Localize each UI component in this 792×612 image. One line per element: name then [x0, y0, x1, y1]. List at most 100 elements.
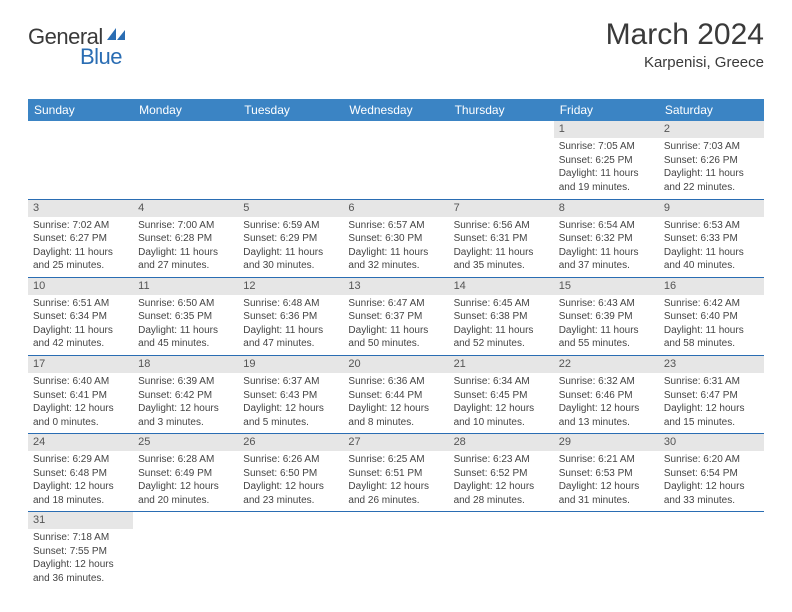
sunrise-text: Sunrise: 6:29 AM	[33, 453, 128, 467]
sunset-text: Sunset: 6:25 PM	[559, 154, 654, 168]
day-number: 11	[133, 278, 238, 295]
day-number: 14	[449, 278, 554, 295]
calendar-day-cell	[659, 512, 764, 590]
daylight-text: Daylight: 11 hours and 55 minutes.	[559, 324, 654, 351]
day-info: Sunrise: 6:48 AMSunset: 6:36 PMDaylight:…	[238, 295, 343, 355]
daylight-text: Daylight: 12 hours and 23 minutes.	[243, 480, 338, 507]
calendar-day-cell	[238, 121, 343, 199]
sunset-text: Sunset: 6:52 PM	[454, 467, 549, 481]
day-info: Sunrise: 6:57 AMSunset: 6:30 PMDaylight:…	[343, 217, 448, 277]
calendar-day-cell: 15Sunrise: 6:43 AMSunset: 6:39 PMDayligh…	[554, 277, 659, 355]
day-number	[238, 512, 343, 516]
daylight-text: Daylight: 11 hours and 58 minutes.	[664, 324, 759, 351]
daylight-text: Daylight: 12 hours and 15 minutes.	[664, 402, 759, 429]
day-info: Sunrise: 7:03 AMSunset: 6:26 PMDaylight:…	[659, 138, 764, 198]
sunset-text: Sunset: 6:32 PM	[559, 232, 654, 246]
day-number	[343, 121, 448, 125]
day-info: Sunrise: 6:20 AMSunset: 6:54 PMDaylight:…	[659, 451, 764, 511]
calendar-day-cell: 25Sunrise: 6:28 AMSunset: 6:49 PMDayligh…	[133, 434, 238, 512]
calendar-day-cell	[449, 512, 554, 590]
day-info: Sunrise: 6:21 AMSunset: 6:53 PMDaylight:…	[554, 451, 659, 511]
day-number: 20	[343, 356, 448, 373]
sunset-text: Sunset: 6:30 PM	[348, 232, 443, 246]
sunset-text: Sunset: 6:37 PM	[348, 310, 443, 324]
calendar-day-cell: 27Sunrise: 6:25 AMSunset: 6:51 PMDayligh…	[343, 434, 448, 512]
sunrise-text: Sunrise: 7:00 AM	[138, 219, 233, 233]
sunset-text: Sunset: 6:44 PM	[348, 389, 443, 403]
day-info: Sunrise: 7:02 AMSunset: 6:27 PMDaylight:…	[28, 217, 133, 277]
daylight-text: Daylight: 12 hours and 33 minutes.	[664, 480, 759, 507]
day-number: 31	[28, 512, 133, 529]
sunrise-text: Sunrise: 7:03 AM	[664, 140, 759, 154]
calendar-week-row: 24Sunrise: 6:29 AMSunset: 6:48 PMDayligh…	[28, 434, 764, 512]
daylight-text: Daylight: 11 hours and 30 minutes.	[243, 246, 338, 273]
day-info: Sunrise: 6:43 AMSunset: 6:39 PMDaylight:…	[554, 295, 659, 355]
daylight-text: Daylight: 12 hours and 0 minutes.	[33, 402, 128, 429]
day-number: 15	[554, 278, 659, 295]
day-number: 10	[28, 278, 133, 295]
daylight-text: Daylight: 11 hours and 37 minutes.	[559, 246, 654, 273]
calendar-day-cell: 20Sunrise: 6:36 AMSunset: 6:44 PMDayligh…	[343, 355, 448, 433]
day-number: 23	[659, 356, 764, 373]
daylight-text: Daylight: 11 hours and 47 minutes.	[243, 324, 338, 351]
daylight-text: Daylight: 12 hours and 3 minutes.	[138, 402, 233, 429]
sunrise-text: Sunrise: 6:23 AM	[454, 453, 549, 467]
day-number	[133, 512, 238, 516]
sunset-text: Sunset: 6:48 PM	[33, 467, 128, 481]
sunset-text: Sunset: 6:45 PM	[454, 389, 549, 403]
sunset-text: Sunset: 6:43 PM	[243, 389, 338, 403]
day-number: 3	[28, 200, 133, 217]
calendar-day-cell	[28, 121, 133, 199]
sunrise-text: Sunrise: 6:56 AM	[454, 219, 549, 233]
sunset-text: Sunset: 6:46 PM	[559, 389, 654, 403]
day-info: Sunrise: 6:40 AMSunset: 6:41 PMDaylight:…	[28, 373, 133, 433]
col-header: Saturday	[659, 99, 764, 121]
sunset-text: Sunset: 6:38 PM	[454, 310, 549, 324]
day-number	[659, 512, 764, 516]
day-number: 8	[554, 200, 659, 217]
sunset-text: Sunset: 6:35 PM	[138, 310, 233, 324]
sunrise-text: Sunrise: 6:48 AM	[243, 297, 338, 311]
calendar-day-cell	[343, 121, 448, 199]
sunrise-text: Sunrise: 6:31 AM	[664, 375, 759, 389]
sunrise-text: Sunrise: 6:43 AM	[559, 297, 654, 311]
day-info: Sunrise: 7:00 AMSunset: 6:28 PMDaylight:…	[133, 217, 238, 277]
sunrise-text: Sunrise: 6:39 AM	[138, 375, 233, 389]
calendar-day-cell: 14Sunrise: 6:45 AMSunset: 6:38 PMDayligh…	[449, 277, 554, 355]
calendar-day-cell: 4Sunrise: 7:00 AMSunset: 6:28 PMDaylight…	[133, 199, 238, 277]
calendar-day-cell: 19Sunrise: 6:37 AMSunset: 6:43 PMDayligh…	[238, 355, 343, 433]
day-number: 26	[238, 434, 343, 451]
calendar-week-row: 31Sunrise: 7:18 AMSunset: 7:55 PMDayligh…	[28, 512, 764, 590]
daylight-text: Daylight: 12 hours and 13 minutes.	[559, 402, 654, 429]
day-number: 29	[554, 434, 659, 451]
calendar-day-cell: 17Sunrise: 6:40 AMSunset: 6:41 PMDayligh…	[28, 355, 133, 433]
calendar-week-row: 1Sunrise: 7:05 AMSunset: 6:25 PMDaylight…	[28, 121, 764, 199]
sunrise-text: Sunrise: 6:37 AM	[243, 375, 338, 389]
day-info: Sunrise: 6:36 AMSunset: 6:44 PMDaylight:…	[343, 373, 448, 433]
calendar-day-cell: 1Sunrise: 7:05 AMSunset: 6:25 PMDaylight…	[554, 121, 659, 199]
daylight-text: Daylight: 11 hours and 27 minutes.	[138, 246, 233, 273]
day-number: 16	[659, 278, 764, 295]
calendar-day-cell: 16Sunrise: 6:42 AMSunset: 6:40 PMDayligh…	[659, 277, 764, 355]
sunset-text: Sunset: 6:53 PM	[559, 467, 654, 481]
calendar-day-cell: 6Sunrise: 6:57 AMSunset: 6:30 PMDaylight…	[343, 199, 448, 277]
day-info: Sunrise: 6:53 AMSunset: 6:33 PMDaylight:…	[659, 217, 764, 277]
col-header: Wednesday	[343, 99, 448, 121]
day-number: 12	[238, 278, 343, 295]
sunset-text: Sunset: 6:36 PM	[243, 310, 338, 324]
day-info: Sunrise: 6:47 AMSunset: 6:37 PMDaylight:…	[343, 295, 448, 355]
calendar-day-cell: 5Sunrise: 6:59 AMSunset: 6:29 PMDaylight…	[238, 199, 343, 277]
daylight-text: Daylight: 11 hours and 32 minutes.	[348, 246, 443, 273]
calendar-day-cell: 26Sunrise: 6:26 AMSunset: 6:50 PMDayligh…	[238, 434, 343, 512]
day-info: Sunrise: 6:45 AMSunset: 6:38 PMDaylight:…	[449, 295, 554, 355]
daylight-text: Daylight: 11 hours and 42 minutes.	[33, 324, 128, 351]
title-block: March 2024 Karpenisi, Greece	[606, 18, 764, 71]
calendar-day-cell: 31Sunrise: 7:18 AMSunset: 7:55 PMDayligh…	[28, 512, 133, 590]
day-number: 6	[343, 200, 448, 217]
daylight-text: Daylight: 12 hours and 36 minutes.	[33, 558, 128, 585]
day-info: Sunrise: 6:59 AMSunset: 6:29 PMDaylight:…	[238, 217, 343, 277]
calendar-day-cell	[554, 512, 659, 590]
daylight-text: Daylight: 12 hours and 10 minutes.	[454, 402, 549, 429]
sunset-text: Sunset: 6:27 PM	[33, 232, 128, 246]
day-number	[449, 512, 554, 516]
